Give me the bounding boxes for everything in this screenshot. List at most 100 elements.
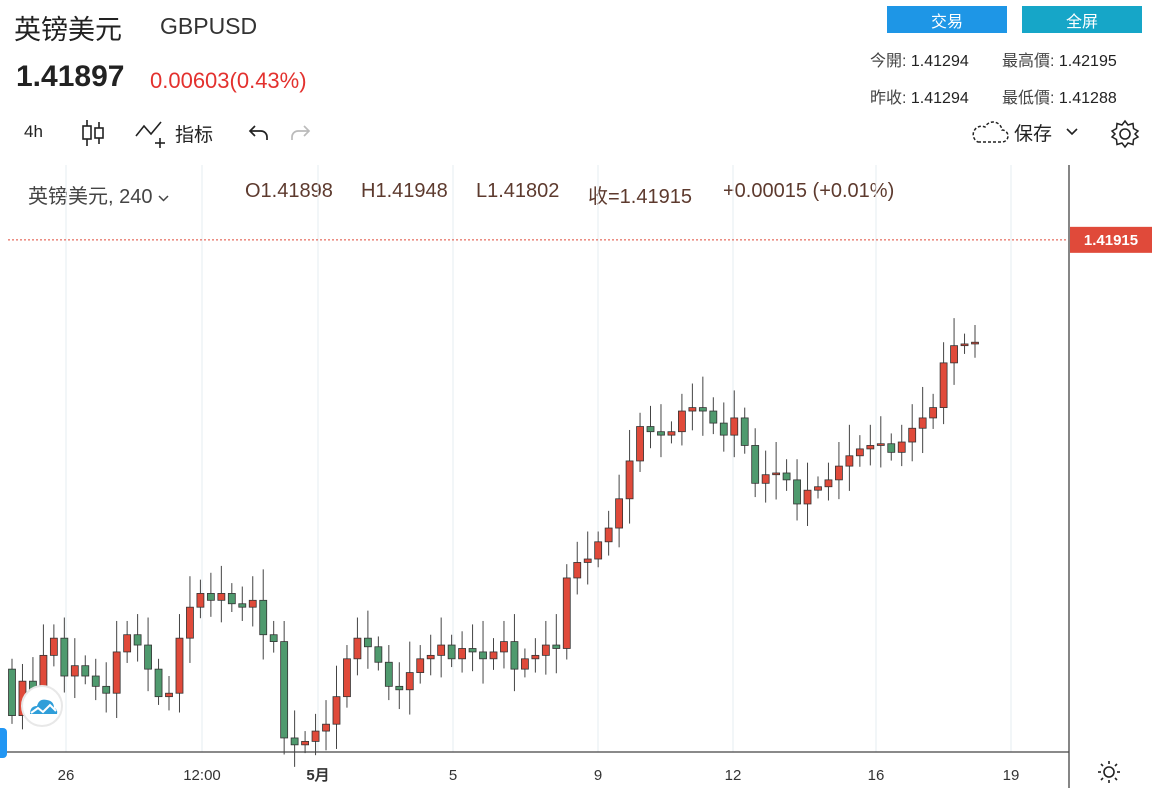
candle [552,614,561,674]
candle-body [814,486,822,491]
last-price-tag [1070,226,1152,253]
candle-body [343,658,351,698]
candle [939,342,948,425]
prev-close-value: 1.41294 [910,90,969,107]
candle [343,645,351,708]
candle [510,614,519,692]
legend-name: 英镑美元, 240 [28,186,153,208]
candle-body [793,479,801,505]
candle-body [908,427,917,443]
candle-body [353,637,362,660]
interval-button[interactable]: 4h [24,122,43,141]
candle [112,620,121,718]
open-value: 1.41294 [910,53,969,70]
candle-body [887,443,896,453]
trade-button[interactable]: 交易 [887,6,1007,33]
candle-body [667,431,676,436]
candle [761,450,770,503]
candle [123,620,132,663]
save-button[interactable]: 保存 [970,118,1078,146]
candle-body [772,472,781,476]
candle-body [437,644,446,656]
candle-body [405,672,414,691]
candle [301,731,309,754]
legend-open: O1.41898 [245,180,333,202]
candle-body [960,343,969,347]
candle [175,614,184,713]
legend-high: H1.41948 [361,180,448,202]
candle [468,624,477,672]
instrument-symbol: GBPUSD [160,13,258,39]
candle-body [280,641,289,739]
x-tick-label: 16 [868,767,885,784]
candle-body [332,696,341,725]
candle [573,541,582,595]
candle-body [845,455,854,467]
candle-body [897,441,906,453]
undo-icon[interactable] [247,122,271,149]
sun-icon[interactable] [1097,760,1121,789]
candle [793,459,801,521]
candle [49,624,58,667]
chevron-down-icon [1066,128,1078,136]
candle-body [929,407,938,419]
indicators-button[interactable]: 指标 [135,118,213,148]
candle-body [217,593,226,601]
candle-body [133,634,142,646]
candle-body [49,637,58,656]
candle [353,617,362,676]
candle [908,404,917,462]
candle-body [447,644,456,660]
save-label: 保存 [1014,123,1053,145]
open-label: 今開: [870,53,907,70]
candle [688,383,697,431]
candle-body [175,637,184,694]
x-tick-label: 19 [1003,767,1020,784]
candle [562,564,571,660]
candle [604,510,613,556]
candle [698,376,707,436]
legend-symbol[interactable]: 英镑美元, 240 [28,180,169,209]
candle [384,645,393,701]
candle [102,662,111,713]
candle-body [761,474,770,484]
candle-body [939,362,948,409]
candle-body [657,431,665,436]
candle [269,620,278,653]
candle-body [615,498,624,529]
candle [248,576,257,627]
fullscreen-button[interactable]: 全屏 [1022,6,1142,33]
candle [437,617,446,678]
legend-low: L1.41802 [476,180,560,202]
x-tick-label: 5 [449,767,457,784]
candle-body [374,646,383,663]
candlestick-icon[interactable] [80,118,106,153]
x-tick-label: 26 [58,767,75,784]
candle-body [102,685,111,694]
candle-body [594,541,603,560]
candle [91,658,100,701]
candle-body [144,644,152,670]
gear-icon[interactable] [1110,119,1140,154]
candle-body [322,723,330,732]
candle [772,442,781,500]
candle-body [70,665,79,677]
x-tick-label: 12 [725,767,742,784]
candle [709,397,718,435]
candle [960,333,969,354]
candle [332,665,341,749]
prev-close-label: 昨收: [870,90,907,107]
time-axis[interactable]: 26 12:00 5月 5 9 12 16 19 [58,767,1020,784]
redo-icon[interactable] [288,122,312,149]
side-panel-tab[interactable] [0,728,7,758]
candle [217,565,226,623]
cloud-logo-icon[interactable] [20,684,64,733]
candle [897,424,906,467]
candle-body [259,599,268,636]
candle-body [678,410,686,433]
candle-body [8,668,16,716]
candle-body [489,651,498,660]
candle-body [562,577,571,649]
candle [740,407,749,454]
